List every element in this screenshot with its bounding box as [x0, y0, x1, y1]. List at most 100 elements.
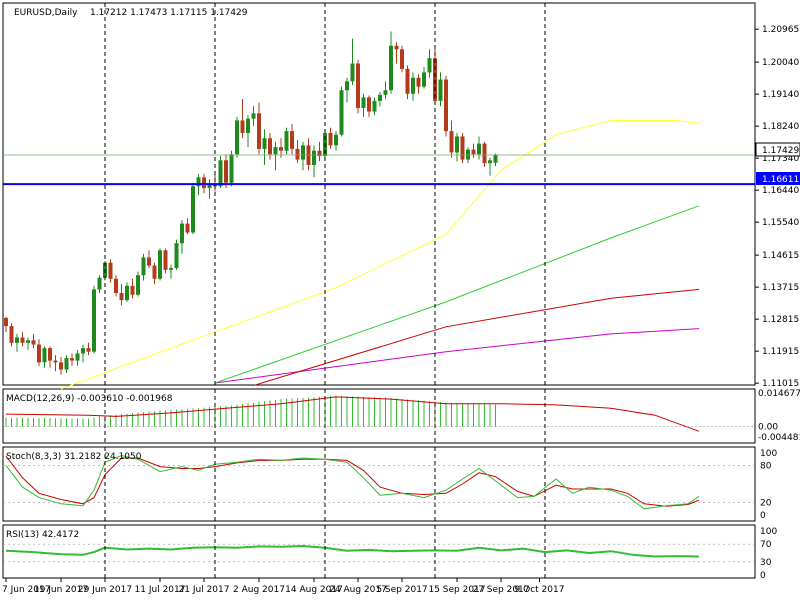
candle-body: [317, 150, 322, 157]
candle: [378, 91, 382, 107]
candle-body: [246, 118, 250, 133]
candle-body: [378, 94, 382, 101]
candle: [400, 45, 404, 73]
candle: [26, 337, 30, 350]
candle: [246, 115, 250, 148]
candle-body: [433, 58, 437, 101]
candle: [53, 355, 58, 372]
ma-yellow-line: [60, 120, 700, 390]
candle-body: [284, 131, 289, 151]
x-tick-label: 7 Jun 2017: [2, 585, 50, 595]
candle: [493, 153, 498, 166]
candle-body: [207, 184, 212, 189]
candle-body: [174, 243, 179, 269]
x-tick-label: 27 Sep 2017: [472, 585, 529, 595]
candle: [229, 150, 234, 187]
stoch-d-line: [5, 455, 700, 507]
stoch-panel: [2, 446, 756, 522]
macd-tick-label: 0.00: [758, 423, 778, 433]
candle-body: [114, 278, 118, 293]
candle-body: [251, 113, 256, 119]
candle-body: [218, 160, 223, 187]
y-tick-label: 1.11915: [762, 347, 799, 357]
overlays: [3, 154, 755, 186]
candle-body: [31, 340, 36, 345]
candle-body: [64, 358, 69, 370]
candle: [125, 282, 129, 302]
candle: [163, 248, 168, 274]
candle: [449, 120, 454, 158]
candle: [4, 316, 8, 333]
candle-body: [53, 360, 58, 363]
candle: [251, 106, 256, 126]
candle-body: [26, 340, 30, 343]
candle-body: [350, 63, 355, 82]
candle-body: [119, 292, 124, 301]
candle: [488, 157, 492, 176]
candle: [180, 220, 184, 254]
candles: [4, 31, 498, 375]
candle-body: [125, 285, 129, 301]
candle-body: [482, 143, 487, 164]
candle-body: [257, 113, 261, 149]
candle: [367, 95, 371, 117]
candle: [422, 67, 426, 89]
candle: [207, 179, 212, 199]
candle-body: [147, 257, 151, 266]
candle: [97, 275, 102, 293]
candle: [356, 59, 360, 114]
candle: [345, 77, 349, 103]
macd-tick-label: -0.004481: [758, 433, 800, 443]
x-tick-label: 19 Jun 2017: [34, 585, 88, 595]
candle: [64, 355, 69, 374]
candle-body: [48, 348, 52, 361]
candle-body: [163, 250, 168, 270]
candle: [218, 156, 223, 189]
candle-body: [444, 79, 448, 132]
candle: [328, 127, 333, 149]
moving-averages: [60, 120, 700, 390]
candle-body: [152, 265, 157, 279]
candle-body: [97, 277, 102, 290]
candle: [290, 124, 294, 155]
ma-magenta-line: [214, 328, 700, 384]
candle: [31, 333, 36, 349]
stoch-tick-label: 0: [760, 511, 766, 521]
rsi-indicator: 100 70 30 0: [3, 527, 777, 581]
candle-body: [416, 77, 421, 87]
candle: [477, 136, 481, 160]
candle: [334, 131, 338, 151]
candle-body: [273, 147, 278, 155]
x-tick-label: 29 Jun 2017: [78, 585, 132, 595]
candle: [339, 86, 344, 137]
macd-signal-line: [5, 396, 700, 432]
candle: [158, 248, 162, 281]
candle-body: [202, 177, 206, 189]
x-tick-label: 14 Aug 2017: [285, 585, 343, 595]
candle: [416, 74, 421, 94]
candle: [279, 138, 283, 158]
candle-body: [37, 344, 41, 363]
chart-title: EURUSD,Daily: [14, 8, 78, 18]
candle-body: [334, 134, 338, 146]
candle: [130, 278, 135, 299]
candle-body: [312, 150, 316, 165]
candle-body: [367, 97, 371, 112]
support-price-label: 1.16611: [762, 175, 799, 185]
candle: [361, 93, 366, 117]
macd-indicator: 0.014677 0.00-0.004481: [3, 389, 800, 443]
stoch-k-line: [5, 454, 700, 510]
stoch-tick-label: 100: [760, 449, 777, 459]
candle: [81, 344, 85, 363]
x-tick-label: 9 Oct 2017: [515, 585, 565, 595]
candle: [262, 129, 267, 165]
candle-body: [301, 145, 305, 160]
candle-body: [356, 63, 360, 109]
support-price-tag: [756, 172, 800, 185]
candle: [15, 333, 19, 352]
main-panel: [2, 2, 756, 386]
candle: [92, 285, 96, 354]
x-tick-label: 5 Sep 2017: [376, 585, 427, 595]
axes: 1.20965 1.20040 1.19140 1.18240 1.17340 1.164…: [2, 3, 799, 595]
